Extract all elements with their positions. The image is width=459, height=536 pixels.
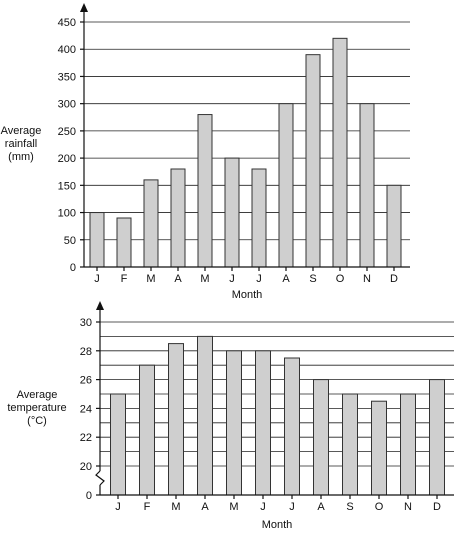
rain-bar [197,114,213,268]
temp-bar [110,393,126,496]
rain-xtick-label: A [282,273,290,285]
rain-ytick-label: 400 [58,44,76,56]
rain-ytick-label: 200 [58,153,76,165]
rain-ytick-label: 150 [58,180,76,192]
rain-bar [332,37,348,268]
temp-xtick-label: A [317,501,325,513]
rain-bar [251,168,267,268]
temp-ytick-label: 30 [80,317,92,329]
temp-y-axis-title: Average [17,389,58,401]
temp-xtick-label: O [375,501,384,513]
temp-x-axis-title: Month [262,519,293,531]
rain-xtick-label: J [94,273,100,285]
rain-xtick-label: F [121,273,128,285]
rain-bar [89,212,105,268]
rain-x-axis-title: Month [232,289,263,301]
temp-xtick-label: S [346,501,353,513]
temp-bar [400,393,416,496]
temp-ytick-label: 28 [80,346,92,358]
rain-xtick-label: J [256,273,262,285]
temp-y-axis-arrow [96,301,104,310]
rain-y-axis-arrow [80,3,88,12]
temperature-chart: 0 20 22 24 26 28 30 J F M A M J J A S O N D Month Averagetem… [7,301,454,531]
rain-xtick-label: N [363,273,371,285]
temp-axis-break [95,470,105,486]
rain-xtick-label: M [200,273,209,285]
temp-xtick-label: D [433,501,441,513]
rain-bar [224,157,240,268]
rain-ytick-label: 250 [58,126,76,138]
rain-bar [305,54,321,268]
temp-bar [284,357,300,496]
temp-ytick-label: 20 [80,461,92,473]
temp-xtick-label: M [171,501,180,513]
temp-bar [371,400,387,496]
rainfall-chart: 0 50 100 150 200 250 300 350 400 450 J F M A M J J A S O N D M… [1,3,410,301]
temp-bar [139,364,155,496]
temp-ytick-label: 26 [80,375,92,387]
rain-xtick-label: J [229,273,235,285]
rain-ytick-label: 450 [58,17,76,29]
rain-ytick-label: 300 [58,99,76,111]
temp-bar [255,350,271,496]
rain-bar [386,184,402,268]
temp-y-axis-title: temperature [7,402,66,414]
rain-xtick-label: M [146,273,155,285]
rain-ytick-label: 350 [58,71,76,83]
rain-ytick-label: 100 [58,208,76,220]
temp-bar [342,393,358,496]
rain-ytick-label: 0 [70,262,76,274]
temp-bar [168,343,184,496]
rain-xtick-label: A [174,273,182,285]
temp-y-axis-title: (°C) [27,415,47,427]
temp-bar [313,379,329,496]
temp-ytick-label: 24 [80,403,92,415]
rain-y-axis-title: (mm) [8,151,34,163]
temp-xtick-label: J [289,501,295,513]
temp-bar [197,335,213,496]
temp-xtick-label: N [404,501,412,513]
temp-xtick-label: J [260,501,266,513]
temp-xtick-label: M [229,501,238,513]
rain-bar [116,217,132,268]
rain-ytick-label: 50 [64,235,76,247]
rain-xtick-label: D [390,273,398,285]
temp-ytick-label: 22 [80,432,92,444]
temp-bar [429,379,445,496]
rain-xtick-label: S [309,273,316,285]
temp-bar [226,350,242,496]
rain-y-axis-title: rainfall [5,138,37,150]
temp-xtick-label: A [201,501,209,513]
rain-bar [170,168,186,268]
rain-xtick-label: O [336,273,345,285]
rain-bar [278,103,294,268]
temp-ytick-label: 0 [86,490,92,502]
rain-bar [359,103,375,268]
rain-y-axis-title: Average [1,125,42,137]
temp-xtick-label: J [115,501,121,513]
rain-bar [143,179,159,268]
temp-xtick-label: F [144,501,151,513]
